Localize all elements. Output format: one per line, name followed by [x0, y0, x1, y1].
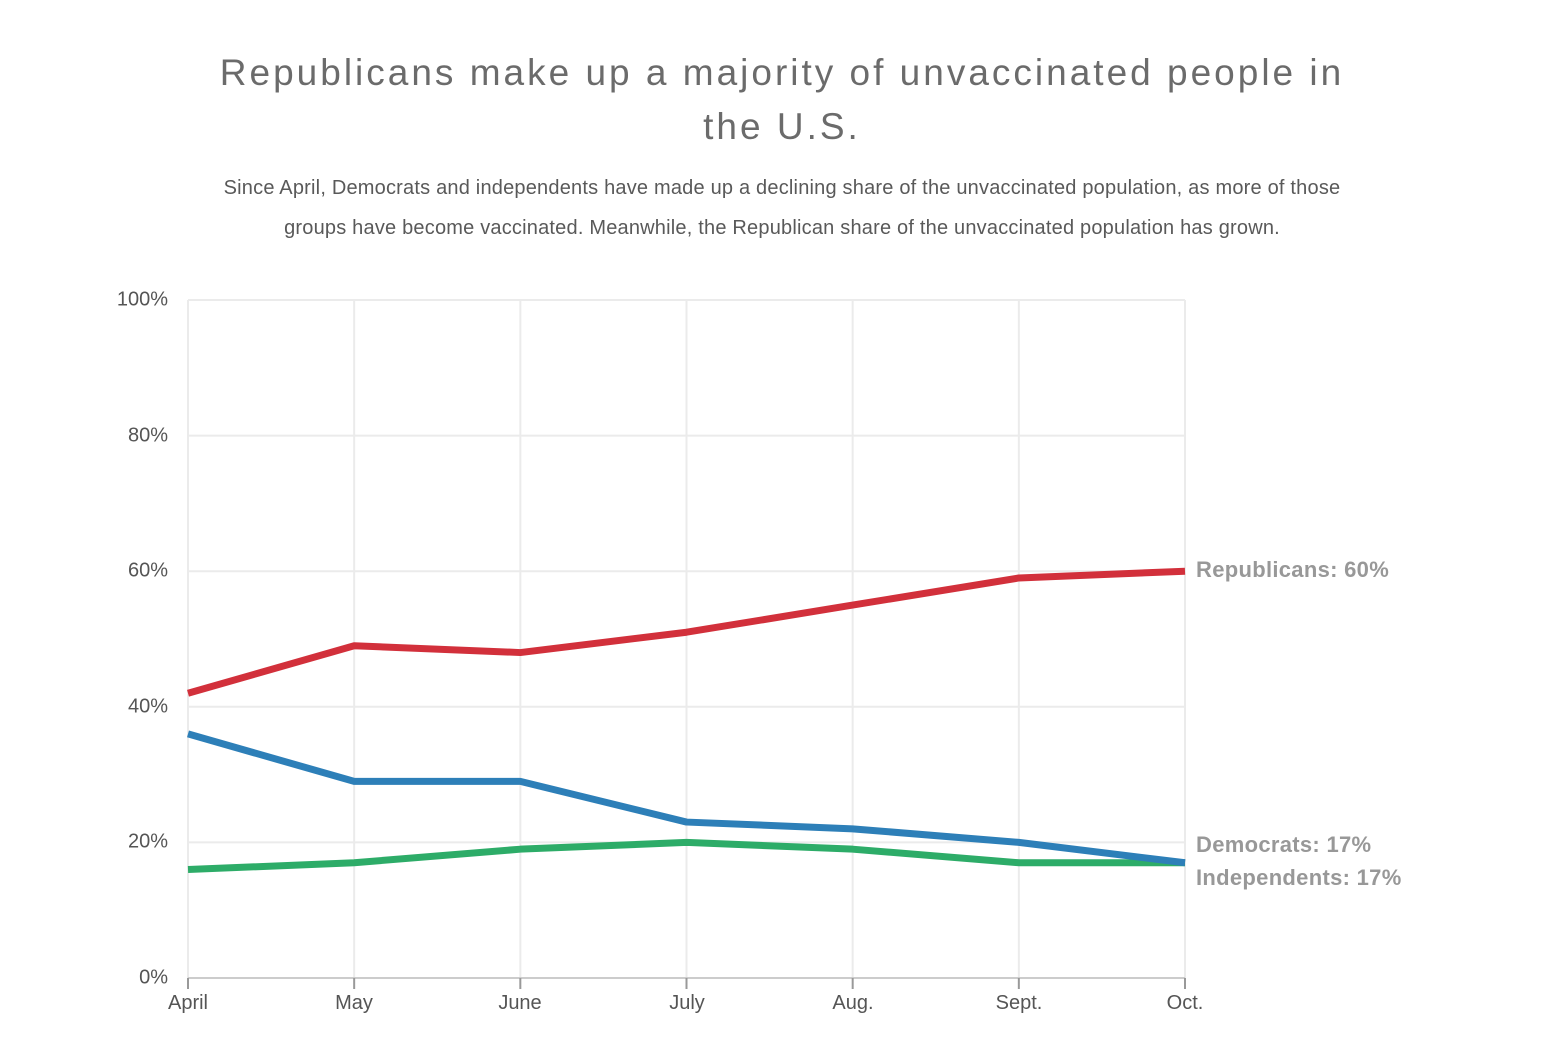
series-line-independents: [187, 838, 1185, 874]
vertical-gridlines: [187, 300, 1186, 978]
series-end-label-democrats: Democrats: 17%: [1196, 832, 1372, 857]
y-axis-tick-label: 40%: [127, 695, 168, 718]
y-axis-tick-label: 20%: [127, 830, 168, 853]
y-axis-tick-label: 60%: [127, 559, 168, 582]
x-axis-tick-label: Oct.: [1166, 992, 1204, 1014]
chart-subtitle: Since April, Democrats and independents …: [223, 177, 1341, 239]
y-axis-tick-label: 0%: [139, 966, 168, 989]
x-axis-tick-label: May: [335, 992, 373, 1014]
x-axis-tick-marks: [187, 978, 1186, 989]
x-axis-tick-label: June: [498, 992, 542, 1014]
x-axis-tick-label: Sept.: [995, 992, 1043, 1014]
chart-title: Republicans make up a majority of unvacc…: [219, 52, 1345, 147]
y-axis-tick-label: 100%: [116, 288, 168, 311]
x-axis-tick-label: April: [167, 992, 208, 1014]
series-line-democrats: [187, 730, 1186, 867]
y-axis-tick-label: 80%: [127, 424, 168, 447]
x-axis-tick-label: July: [669, 992, 705, 1014]
series-end-label-republicans: Republicans: 60%: [1196, 557, 1390, 582]
x-axis-tick-label: Aug.: [832, 992, 874, 1014]
series-line-republicans: [187, 567, 1186, 697]
series-end-label-independents: Independents: 17%: [1196, 865, 1402, 890]
